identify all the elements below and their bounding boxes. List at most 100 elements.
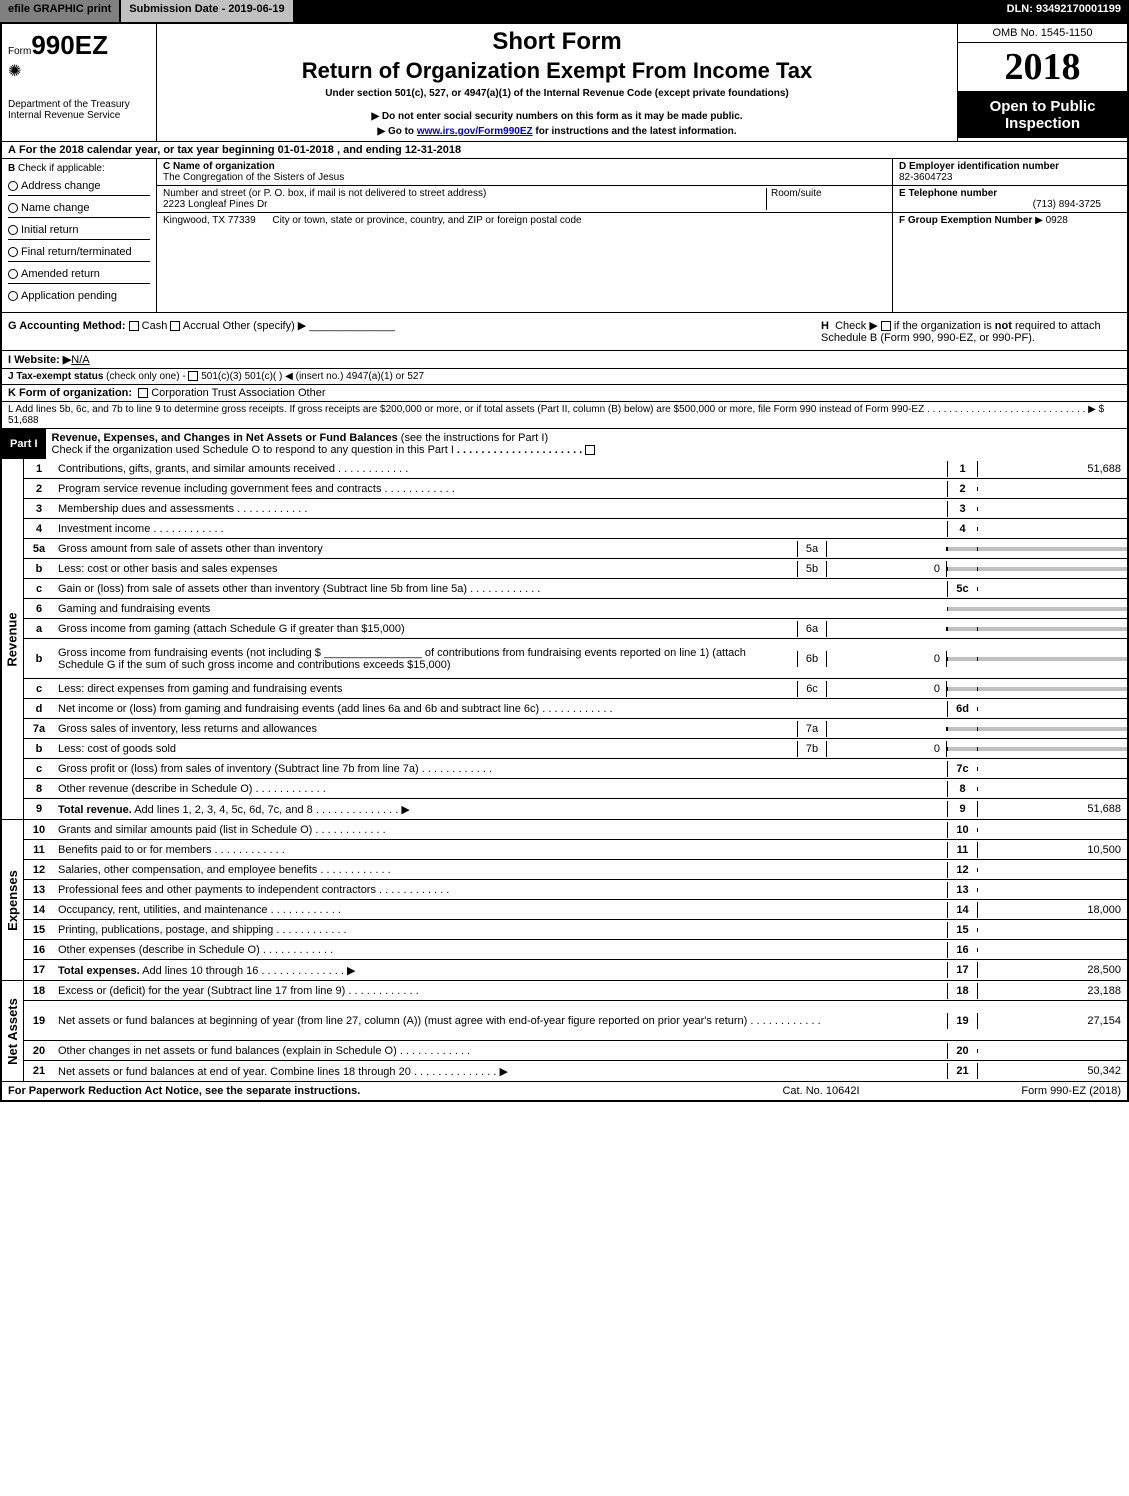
footer: For Paperwork Reduction Act Notice, see …: [2, 1081, 1127, 1100]
return-title: Return of Organization Exempt From Incom…: [165, 58, 949, 84]
mid-line-number: 6b: [797, 651, 827, 667]
form-header: Form990EZ ✺ Department of the Treasury I…: [2, 24, 1127, 142]
part-1-sub: (see the instructions for Part I): [401, 432, 548, 444]
schedule-b-checkbox[interactable]: [881, 321, 891, 331]
mid-line-number: 5a: [797, 541, 827, 557]
arrow-icon: ▶: [1035, 215, 1043, 226]
row-j-label: J Tax-exempt status: [8, 371, 103, 382]
address-change-radio[interactable]: [8, 181, 18, 191]
omb-number: OMB No. 1545-1150: [958, 24, 1127, 43]
efile-print-button[interactable]: efile GRAPHIC print: [0, 0, 121, 22]
cash-checkbox[interactable]: [129, 321, 139, 331]
line-number: 21: [24, 1063, 54, 1079]
right-num-shaded: [947, 607, 1127, 611]
line-description: Less: cost or other basis and sales expe…: [54, 561, 797, 577]
application-pending-radio[interactable]: [8, 291, 18, 301]
amended-return-radio[interactable]: [8, 269, 18, 279]
line-number: 9: [24, 801, 54, 817]
submission-date: Submission Date - 2019-06-19: [121, 0, 292, 22]
right-line-number: 13: [947, 882, 977, 898]
right-line-number: 6d: [947, 701, 977, 717]
right-val-shaded: [977, 547, 1127, 551]
accrual-checkbox[interactable]: [170, 321, 180, 331]
mid-line-value: 0: [827, 681, 947, 697]
form-line: dNet income or (loss) from gaming and fu…: [24, 699, 1127, 719]
line-number: 10: [24, 822, 54, 838]
row-g-label: G Accounting Method:: [8, 320, 126, 332]
line-description: Total revenue. Add lines 1, 2, 3, 4, 5c,…: [54, 801, 947, 818]
initial-return-radio[interactable]: [8, 225, 18, 235]
right-line-number: 18: [947, 983, 977, 999]
form-line: 15Printing, publications, postage, and s…: [24, 920, 1127, 940]
mid-line-value: 0: [827, 561, 947, 577]
dln: DLN: 93492170001199: [999, 0, 1129, 22]
line-description: Net assets or fund balances at beginning…: [54, 1013, 947, 1029]
501c3-checkbox[interactable]: [188, 371, 198, 381]
irs-link[interactable]: www.irs.gov/Form990EZ: [417, 126, 533, 137]
part-1-title: Revenue, Expenses, and Changes in Net As…: [52, 432, 401, 444]
line-number: 20: [24, 1043, 54, 1059]
phone-label: E Telephone number: [899, 188, 1121, 199]
address-change-label: Address change: [21, 180, 101, 192]
mid-line-value: 0: [827, 651, 947, 667]
ein-value: 82-3604723: [899, 172, 1121, 183]
right-line-number: 14: [947, 902, 977, 918]
right-line-value: [977, 828, 1127, 832]
line-number: 17: [24, 962, 54, 978]
line-number: 16: [24, 942, 54, 958]
treasury-seal-icon: ✺: [8, 61, 150, 81]
group-exemption-value: 0928: [1046, 215, 1068, 226]
accounting-method: G Accounting Method: Cash Accrual Other …: [8, 319, 821, 344]
right-line-number: 15: [947, 922, 977, 938]
right-val-shaded: [977, 567, 1127, 571]
line-description: Professional fees and other payments to …: [54, 882, 947, 898]
row-a-label: A: [8, 144, 16, 156]
row-h-label: H: [821, 320, 829, 332]
part-1-check-text: Check if the organization used Schedule …: [52, 444, 454, 456]
arrow-icon: . . . . . . . . . . . . . . ▶: [258, 965, 355, 977]
right-line-value: 51,688: [977, 801, 1127, 817]
line-description: Gross income from gaming (attach Schedul…: [54, 621, 797, 637]
netassets-sidelabel: Net Assets: [2, 981, 24, 1081]
line-description: Other changes in net assets or fund bala…: [54, 1043, 947, 1059]
row-h-schedule-b: H Check ▶ if the organization is not req…: [821, 319, 1121, 344]
right-line-value: 27,154: [977, 1013, 1127, 1029]
mid-line-number: 6a: [797, 621, 827, 637]
corporation-checkbox[interactable]: [138, 388, 148, 398]
row-a-date1: 01-01-2018: [278, 144, 334, 156]
line-description: Gross profit or (loss) from sales of inv…: [54, 761, 947, 777]
line-number: 14: [24, 902, 54, 918]
right-line-value: 18,000: [977, 902, 1127, 918]
part-1-checkbox[interactable]: [585, 445, 595, 455]
right-num-shaded: [947, 727, 977, 731]
form-line: 16Other expenses (describe in Schedule O…: [24, 940, 1127, 960]
form-line: 7aGross sales of inventory, less returns…: [24, 719, 1127, 739]
name-change-radio[interactable]: [8, 203, 18, 213]
line-number: d: [24, 701, 54, 717]
right-num-shaded: [947, 687, 977, 691]
right-line-number: 3: [947, 501, 977, 517]
form-line: cLess: direct expenses from gaming and f…: [24, 679, 1127, 699]
line-description: Net assets or fund balances at end of ye…: [54, 1063, 947, 1080]
line-description: Salaries, other compensation, and employ…: [54, 862, 947, 878]
row-l-arrow-icon: ▶: [1088, 404, 1096, 415]
form-line: 4Investment income . . . . . . . . . . .…: [24, 519, 1127, 539]
line-number: 11: [24, 842, 54, 858]
topbar: efile GRAPHIC print Submission Date - 20…: [0, 0, 1129, 22]
paperwork-notice: For Paperwork Reduction Act Notice, see …: [8, 1085, 721, 1097]
form-line: aGross income from gaming (attach Schedu…: [24, 619, 1127, 639]
form-ref: Form 990-EZ (2018): [921, 1085, 1121, 1097]
line-description: Less: cost of goods sold: [54, 741, 797, 757]
line-number: 6: [24, 601, 54, 617]
form-prefix: Form: [8, 46, 31, 57]
line-description: Benefits paid to or for members . . . . …: [54, 842, 947, 858]
room-suite-label: Room/suite: [766, 188, 886, 210]
final-return-radio[interactable]: [8, 247, 18, 257]
website-value: N/A: [71, 354, 89, 366]
line-number: 19: [24, 1013, 54, 1029]
right-line-number: 19: [947, 1013, 977, 1029]
form-line: 21Net assets or fund balances at end of …: [24, 1061, 1127, 1081]
row-a-text2: , and ending: [337, 144, 405, 156]
row-j-text: (check only one) -: [103, 371, 188, 382]
phone-value: (713) 894-3725: [899, 199, 1121, 210]
